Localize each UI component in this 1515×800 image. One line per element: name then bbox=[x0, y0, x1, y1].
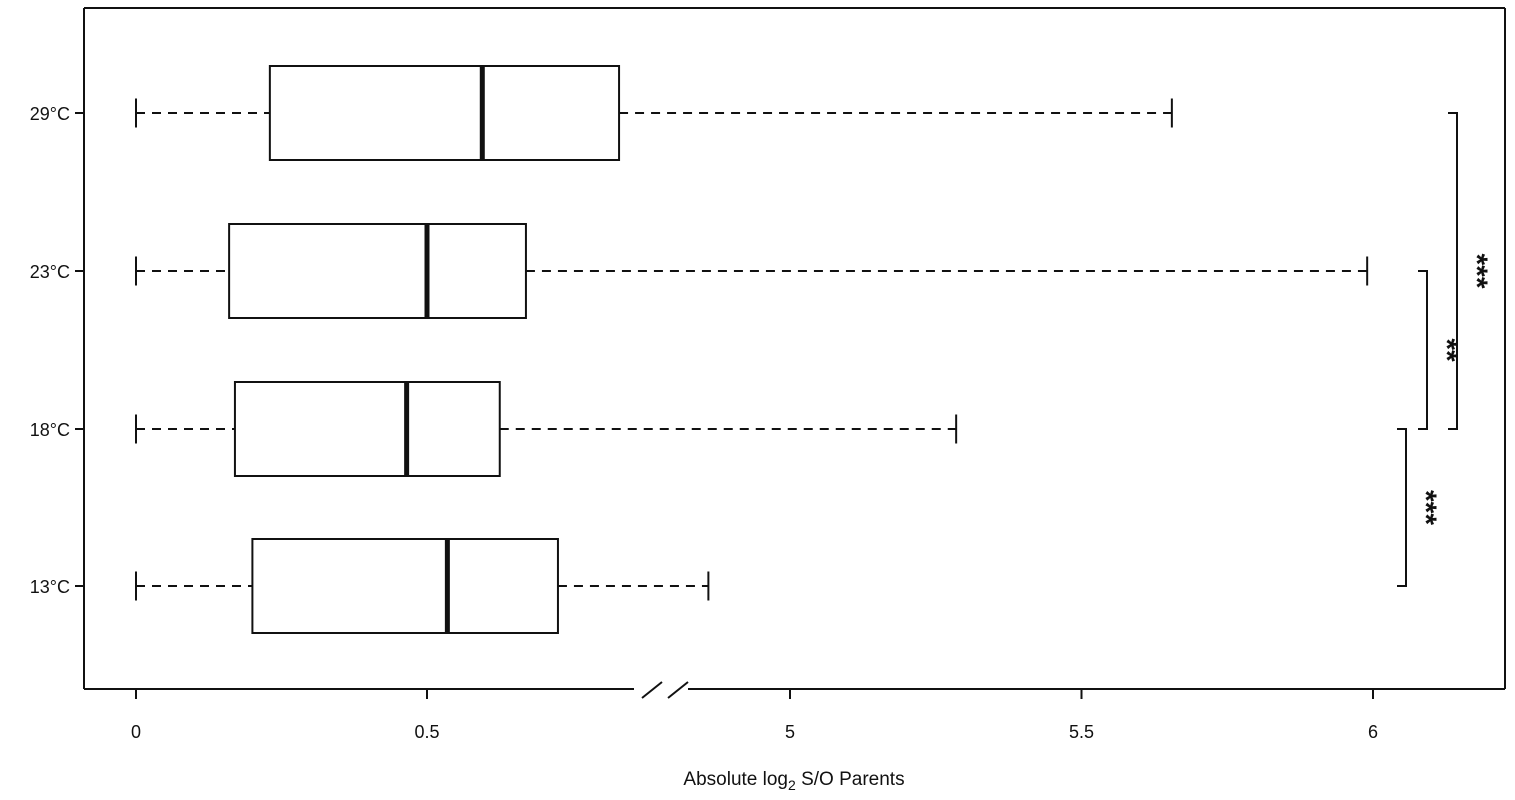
significance-bracket-line bbox=[1448, 112, 1458, 430]
y-axis-categories: 13°C 18°C 23°C 29°C bbox=[30, 104, 84, 597]
box-18c bbox=[135, 381, 958, 477]
category-label-13c: 13°C bbox=[30, 577, 70, 597]
x-axis: 0 0.5 5 5.5 6 bbox=[131, 689, 1378, 742]
box-iqr bbox=[233, 381, 501, 477]
x-axis-label: Absolute log2 S/O Parents bbox=[683, 769, 904, 793]
box-13c bbox=[135, 538, 710, 634]
significance-bracket-line bbox=[1418, 270, 1428, 430]
plot-frame bbox=[83, 7, 1506, 699]
significance-label: *** bbox=[1460, 253, 1493, 288]
box-iqr bbox=[268, 65, 621, 161]
box-iqr bbox=[228, 223, 527, 319]
x-tick-label-6: 6 bbox=[1368, 722, 1378, 742]
axis-break-mark bbox=[667, 681, 689, 699]
category-label-23c: 23°C bbox=[30, 262, 70, 282]
category-label-18c: 18°C bbox=[30, 420, 70, 440]
category-label-29c: 29°C bbox=[30, 104, 70, 124]
box-29c bbox=[135, 65, 1173, 161]
significance-bracket-2: ** bbox=[1418, 270, 1463, 430]
boxes-layer bbox=[135, 65, 1369, 634]
significance-bracket-3: *** bbox=[1448, 112, 1493, 430]
x-tick-label-55: 5.5 bbox=[1069, 722, 1094, 742]
significance-label: *** bbox=[1409, 490, 1442, 525]
significance-bracket-line bbox=[1397, 428, 1407, 587]
box-23c bbox=[135, 223, 1369, 319]
significance-bracket-1: *** bbox=[1397, 428, 1442, 587]
x-tick-label-0: 0 bbox=[131, 722, 141, 742]
axis-break-mark bbox=[641, 681, 663, 699]
x-tick-label-05: 0.5 bbox=[414, 722, 439, 742]
x-tick-label-5: 5 bbox=[785, 722, 795, 742]
significance-layer: ******** bbox=[1397, 112, 1493, 587]
significance-label: ** bbox=[1430, 338, 1463, 362]
box-iqr bbox=[251, 538, 559, 634]
